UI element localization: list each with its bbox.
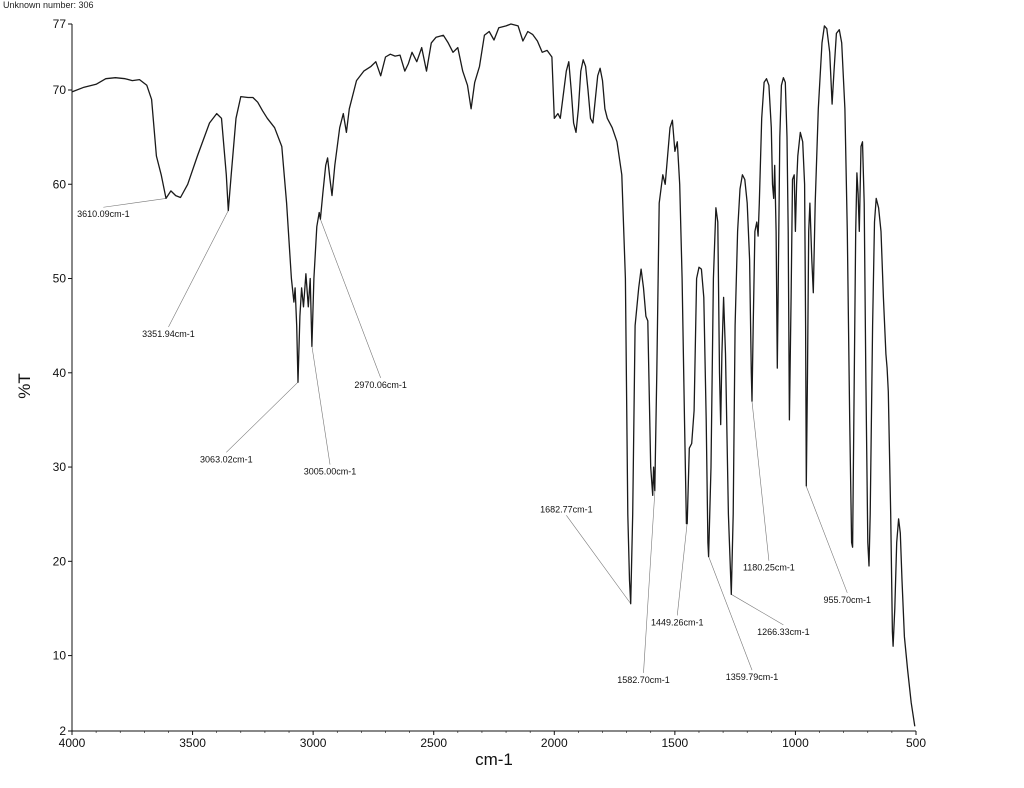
peak-connector xyxy=(676,523,688,616)
peak-label: 1359.79cm-1 xyxy=(726,672,779,682)
peak-label: 3005.00cm-1 xyxy=(304,467,357,477)
peak-annotation: 1266.33cm-1 xyxy=(731,594,810,637)
y-tick-label: 60 xyxy=(53,177,67,191)
peak-label: 1449.26cm-1 xyxy=(651,617,704,627)
peak-label: 3063.02cm-1 xyxy=(200,454,253,464)
unknown-number-label: Unknown number: 306 xyxy=(3,0,94,10)
peak-annotation: 3005.00cm-1 xyxy=(304,346,357,477)
y-axis-title: %T xyxy=(15,373,34,399)
x-tick-label: 3000 xyxy=(300,736,327,750)
x-tick-label: 2500 xyxy=(420,736,447,750)
peak-label: 2970.06cm-1 xyxy=(354,380,407,390)
x-tick-label: 1500 xyxy=(662,736,689,750)
peak-annotation: 3610.09cm-1 xyxy=(77,198,167,219)
peak-connector xyxy=(643,490,656,673)
axes: 4000 3500 3000 2500 2000 1500 1000 500 2 10 20 30 40… xyxy=(53,17,927,750)
peak-annotation: 955.70cm-1 xyxy=(805,485,872,605)
y-tick-label: 20 xyxy=(53,554,67,568)
series-layer xyxy=(71,23,916,727)
y-tick-label: 50 xyxy=(53,272,67,286)
peak-label: 1582.70cm-1 xyxy=(617,675,670,685)
peak-label: 1266.33cm-1 xyxy=(757,627,810,637)
x-tick-label: 500 xyxy=(906,736,926,750)
peak-annotations: 3610.09cm-1 3351.94cm-1 2970.06cm-1 3063.02… xyxy=(77,198,871,685)
y-tick-label: 77 xyxy=(53,17,67,31)
peak-label: 1682.77cm-1 xyxy=(540,504,593,514)
x-tick-label: 1000 xyxy=(782,736,809,750)
peak-connector xyxy=(751,401,770,561)
peak-label: 1180.25cm-1 xyxy=(743,563,795,573)
y-tick-label: 70 xyxy=(53,83,67,97)
peak-annotation: 1682.77cm-1 xyxy=(540,504,632,604)
peak-annotation: 1449.26cm-1 xyxy=(651,523,704,627)
peak-annotation: 3063.02cm-1 xyxy=(200,381,299,464)
peak-label: 3351.94cm-1 xyxy=(142,329,195,339)
peak-connector xyxy=(311,346,331,465)
peak-connector xyxy=(168,210,229,328)
peak-annotation: 1359.79cm-1 xyxy=(708,556,779,682)
spectrum-line xyxy=(71,23,916,727)
peak-connector xyxy=(226,381,299,453)
y-tick-label: 30 xyxy=(53,460,67,474)
peak-connector xyxy=(103,198,167,208)
x-tick-label: 4000 xyxy=(59,736,86,750)
peak-connector xyxy=(731,594,784,626)
x-tick-label: 3500 xyxy=(179,736,206,750)
x-tick-label: 2000 xyxy=(541,736,568,750)
peak-annotation: 3351.94cm-1 xyxy=(142,210,229,339)
peak-annotation: 1180.25cm-1 xyxy=(743,401,795,573)
x-axis-title: cm-1 xyxy=(475,750,513,769)
peak-connector xyxy=(708,556,753,671)
peak-connector xyxy=(320,219,381,378)
peak-label: 3610.09cm-1 xyxy=(77,209,130,219)
peak-connector xyxy=(805,485,848,593)
peak-annotation: 2970.06cm-1 xyxy=(320,219,407,390)
y-tick-label: 2 xyxy=(59,724,66,738)
y-tick-label: 10 xyxy=(53,649,67,663)
peak-label: 955.70cm-1 xyxy=(824,595,872,605)
peak-annotation: 1582.70cm-1 xyxy=(617,490,670,685)
y-tick-label: 40 xyxy=(53,366,67,380)
peak-connector xyxy=(566,515,632,604)
